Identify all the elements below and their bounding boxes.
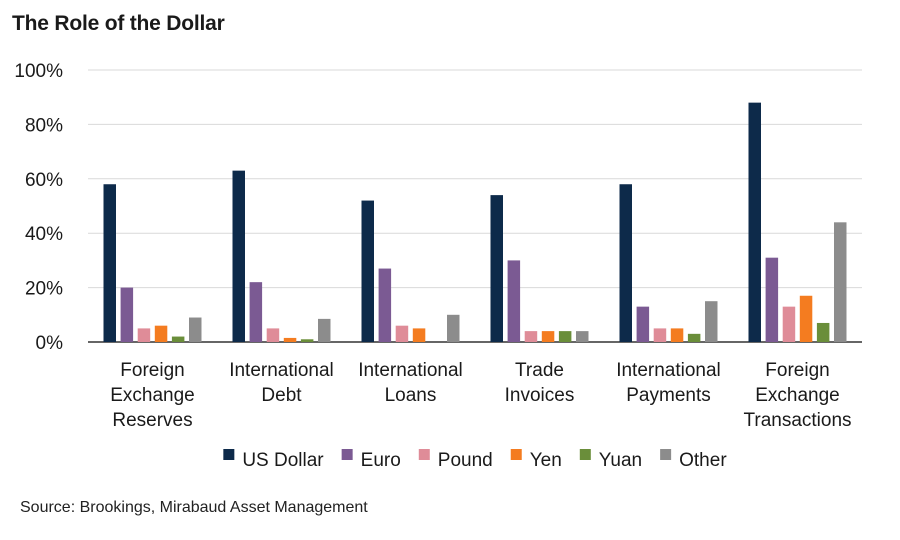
- legend-marker: [579, 449, 591, 460]
- bar: [576, 331, 589, 342]
- x-category-label: Loans: [385, 385, 437, 406]
- y-tick-label: 80%: [25, 115, 63, 136]
- x-category-label: Exchange: [110, 385, 195, 406]
- bar: [318, 318, 331, 342]
- bar: [799, 295, 813, 342]
- y-tick-label: 40%: [25, 224, 63, 245]
- legend-label: Yuan: [599, 450, 642, 471]
- x-category-label: Foreign: [120, 360, 184, 381]
- x-category-label: International: [358, 360, 463, 381]
- y-tick-label: 60%: [25, 170, 63, 191]
- x-category-label: Payments: [626, 385, 710, 406]
- legend-label: Euro: [361, 450, 401, 471]
- bar: [619, 184, 632, 342]
- legend-label: US Dollar: [242, 450, 324, 471]
- bar: [705, 301, 718, 342]
- x-category-label: Exchange: [755, 385, 840, 406]
- legend-label: Yen: [530, 450, 562, 471]
- x-category-label: Debt: [261, 385, 302, 406]
- bar: [232, 170, 245, 342]
- bar: [266, 328, 280, 342]
- bar: [816, 322, 830, 342]
- bar: [670, 328, 684, 342]
- bar: [395, 325, 409, 342]
- bar: [171, 336, 185, 342]
- x-category-label: Invoices: [505, 385, 575, 406]
- bar: [507, 260, 521, 342]
- bar: [189, 317, 202, 342]
- legend-marker: [510, 449, 522, 460]
- x-category-label: International: [229, 360, 334, 381]
- x-category-label: Trade: [515, 360, 564, 381]
- bar: [490, 195, 503, 342]
- bar: [154, 325, 168, 342]
- bar: [782, 306, 796, 342]
- y-tick-label: 100%: [14, 61, 63, 82]
- source-note: Source: Brookings, Mirabaud Asset Manage…: [20, 499, 368, 516]
- bar: [283, 337, 297, 342]
- bar: [541, 331, 555, 342]
- bar: [765, 257, 779, 342]
- x-category-label: Foreign: [765, 360, 829, 381]
- bar: [748, 102, 761, 342]
- bar: [834, 222, 847, 342]
- bar: [558, 331, 572, 342]
- bar: [378, 268, 392, 342]
- chart-title: The Role of the Dollar: [12, 12, 225, 35]
- x-category-label: International: [616, 360, 721, 381]
- bar: [412, 328, 426, 342]
- bar: [103, 184, 116, 342]
- legend-marker: [341, 449, 353, 460]
- legend-marker: [660, 449, 672, 460]
- legend-marker: [418, 449, 430, 460]
- legend-label: Other: [679, 450, 727, 471]
- x-category-label: Transactions: [743, 410, 851, 431]
- bar: [447, 314, 460, 342]
- bar: [687, 333, 701, 342]
- bar: [653, 328, 667, 342]
- bar-chart: 0% 20% 40% 60% 80% 100% Foreign Exchange Reserve…: [14, 61, 862, 471]
- legend-marker: [223, 449, 235, 460]
- y-tick-label: 20%: [25, 279, 63, 300]
- bar: [137, 328, 151, 342]
- bar: [300, 339, 314, 342]
- y-tick-label: 0%: [36, 333, 64, 354]
- bar: [636, 306, 650, 342]
- bar: [524, 331, 538, 342]
- bar: [120, 287, 134, 342]
- x-category-label: Reserves: [112, 410, 192, 431]
- legend-label: Pound: [438, 450, 493, 471]
- bar: [361, 200, 374, 342]
- bar: [249, 282, 263, 342]
